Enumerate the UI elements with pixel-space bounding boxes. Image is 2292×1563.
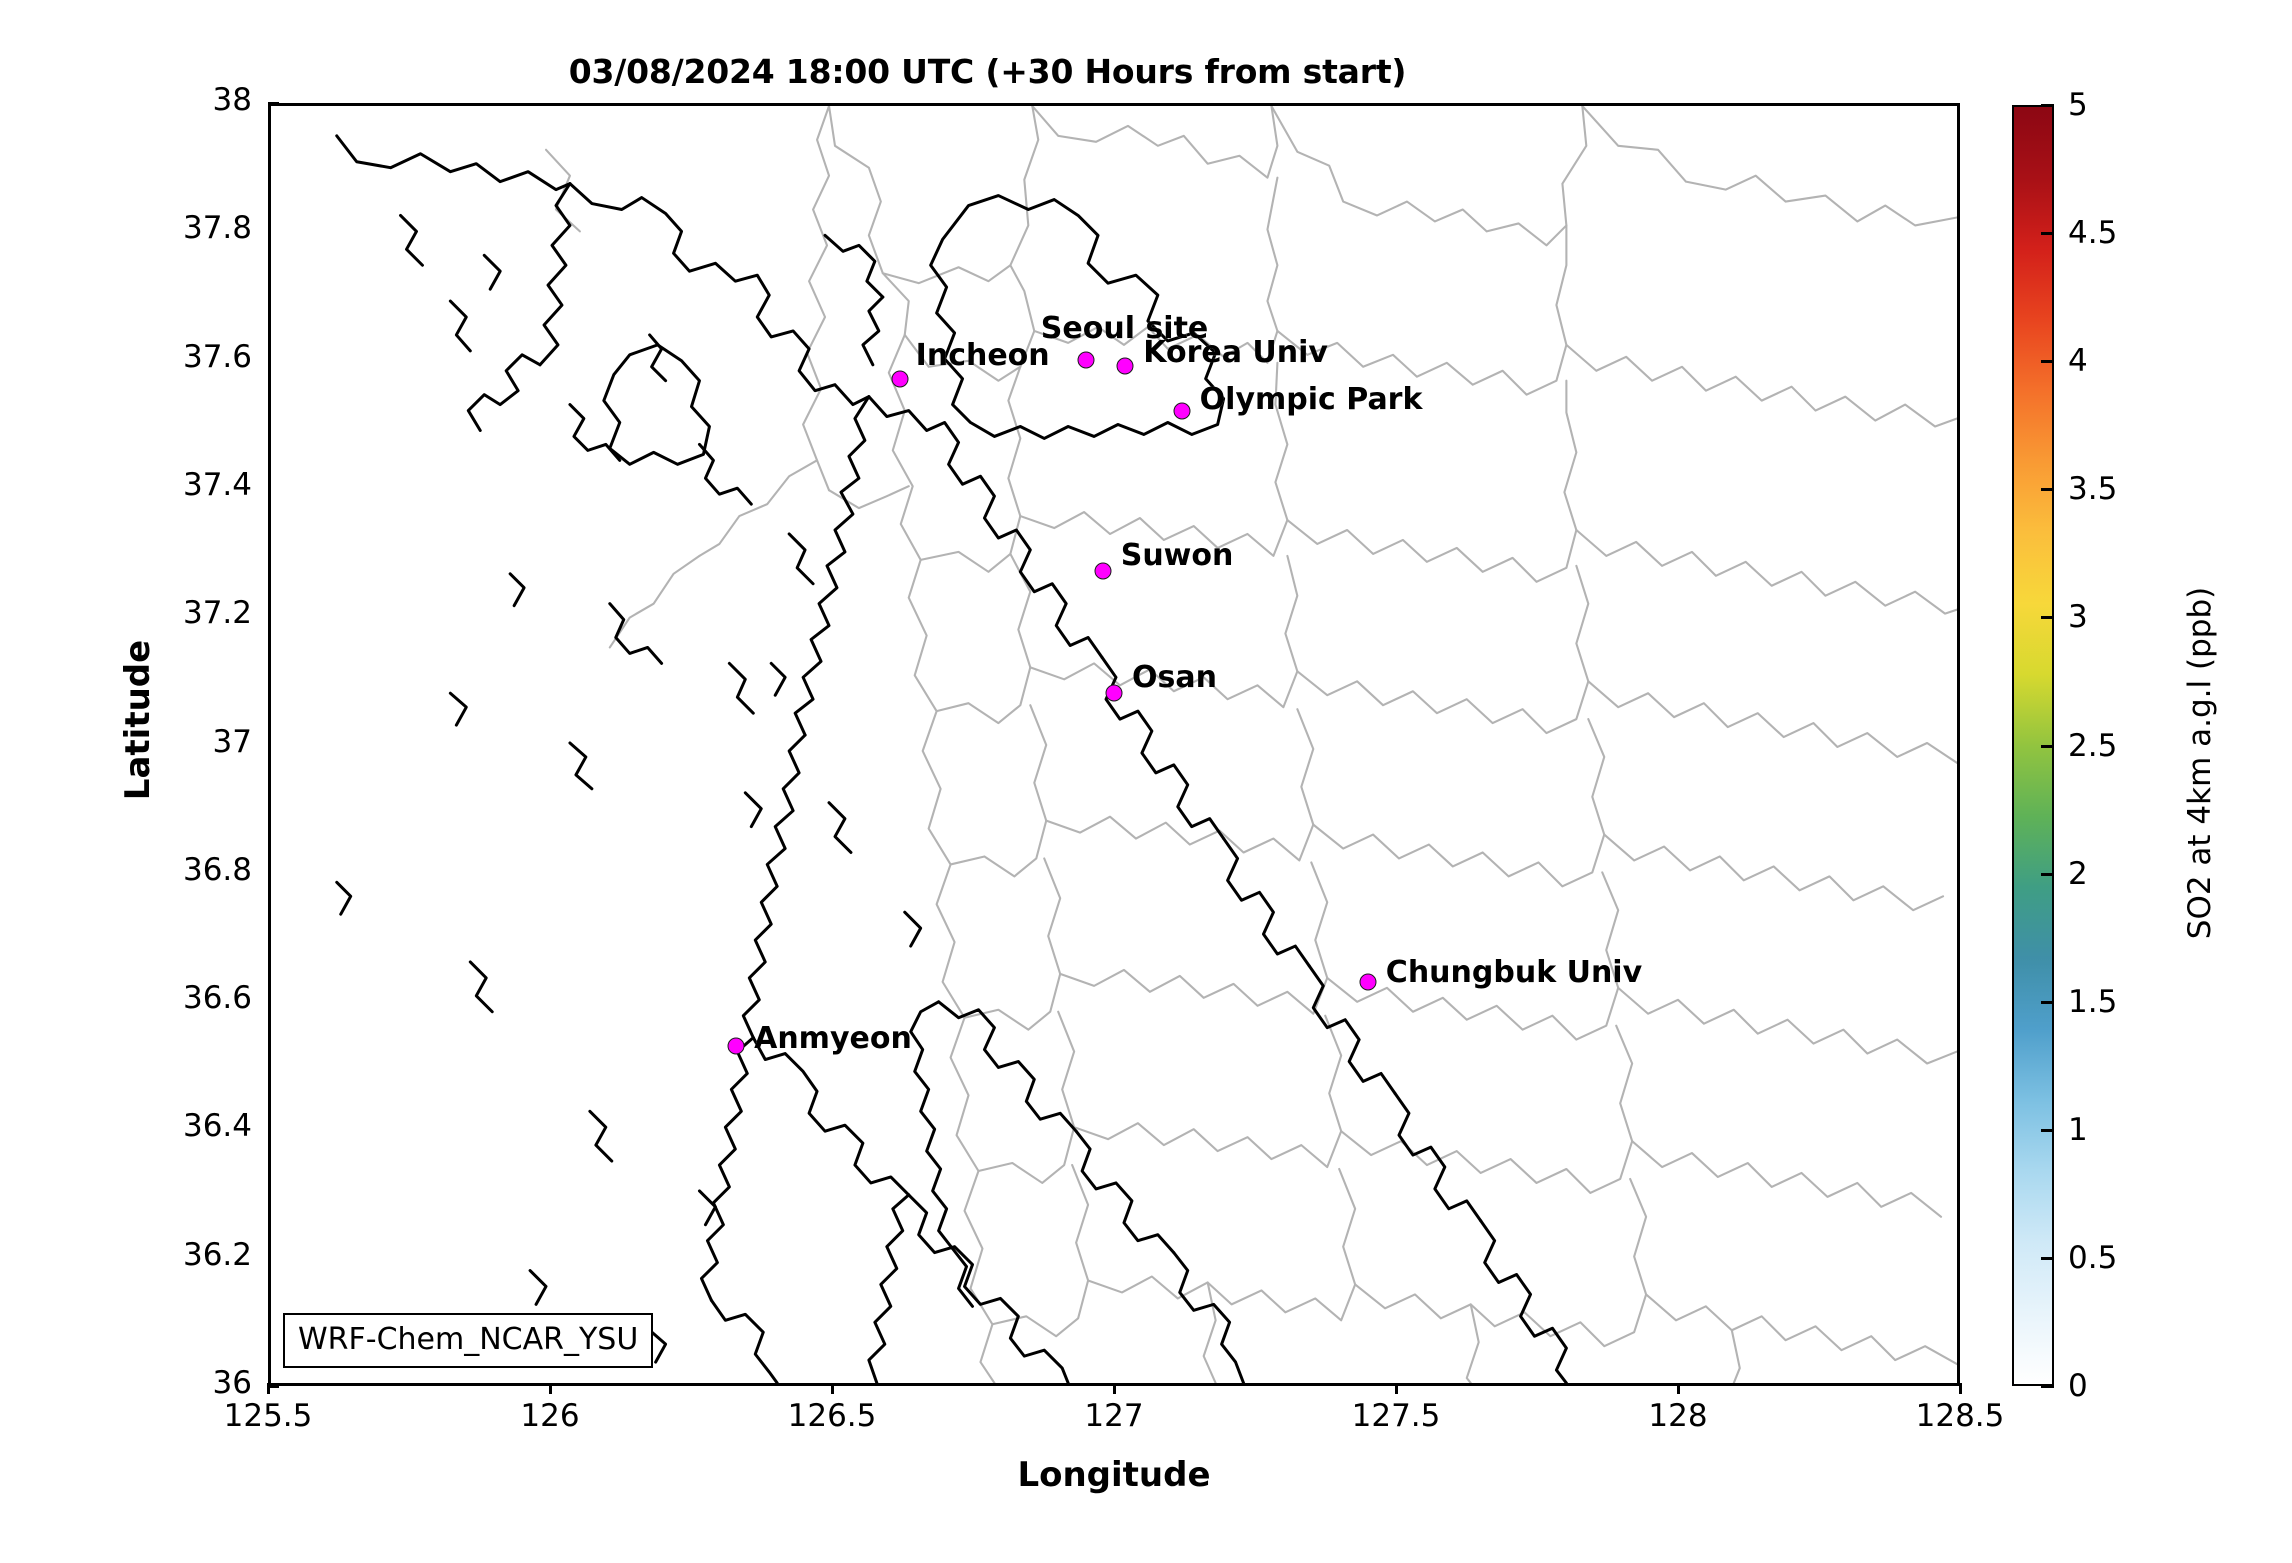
colorbar-tick-mark — [2041, 1256, 2054, 1260]
province-boundaries — [544, 106, 1957, 1383]
colorbar-tick-label: 4.5 — [2068, 215, 2118, 252]
site-label: Seoul site — [1040, 310, 1209, 346]
site-marker[interactable] — [1359, 973, 1377, 991]
x-axis-label: Longitude — [1017, 1455, 1211, 1495]
colorbar-tick-label: 4 — [2068, 343, 2088, 380]
y-tick-label: 37 — [212, 723, 252, 760]
coastline — [335, 134, 1568, 1383]
x-tick-label: 125.5 — [223, 1398, 313, 1434]
colorbar-tick-mark — [2041, 872, 2054, 876]
colorbar-tick-mark — [2041, 232, 2054, 236]
colorbar-tick-mark — [2041, 1385, 2054, 1388]
colorbar-tick-label: 2.5 — [2068, 727, 2118, 764]
x-tick-mark — [1677, 1383, 1680, 1394]
site-label: Suwon — [1120, 538, 1234, 574]
y-tick-label: 36.6 — [182, 980, 252, 1017]
site-marker[interactable] — [1173, 402, 1191, 420]
y-tick-label: 37.8 — [182, 210, 252, 247]
colorbar-tick-label: 2 — [2068, 855, 2088, 892]
site-label: Korea Univ — [1143, 335, 1328, 370]
x-tick-label: 126.5 — [787, 1398, 877, 1434]
y-tick-label: 38 — [212, 82, 252, 118]
y-tick-label: 36 — [212, 1365, 252, 1401]
colorbar-tick-label: 0.5 — [2068, 1239, 2118, 1276]
map-geometry — [335, 106, 1957, 1383]
colorbar-tick-mark — [2041, 360, 2054, 364]
site-label: Osan — [1132, 660, 1217, 696]
colorbar-tick-mark — [2041, 104, 2054, 107]
x-tick-mark — [1113, 1383, 1116, 1394]
y-tick-label: 36.8 — [182, 851, 252, 888]
site-label: Anmyeon — [754, 1021, 912, 1056]
colorbar-axis-label: SO2 at 4km a.g.l (ppb) — [2182, 586, 2218, 940]
y-tick-label: 36.2 — [182, 1236, 252, 1273]
site-marker[interactable] — [1094, 562, 1112, 580]
site-label: Incheon — [915, 337, 1050, 373]
x-tick-label: 127 — [1084, 1398, 1144, 1434]
x-tick-mark — [1959, 1383, 1962, 1394]
colorbar-tick-label: 3 — [2068, 599, 2088, 636]
site-marker[interactable] — [727, 1037, 745, 1055]
map-plot-area[interactable] — [268, 103, 1960, 1386]
colorbar-tick-label: 1.5 — [2068, 983, 2118, 1020]
y-tick-label: 37.6 — [182, 338, 252, 375]
y-tick-mark — [268, 1385, 279, 1388]
colorbar-tick-label: 0 — [2068, 1368, 2088, 1404]
model-annotation-box: WRF-Chem_NCAR_YSU — [283, 1313, 654, 1368]
site-marker[interactable] — [1116, 357, 1134, 375]
x-tick-mark — [267, 1383, 270, 1394]
site-marker[interactable] — [1105, 684, 1123, 702]
x-tick-label: 128 — [1648, 1398, 1708, 1434]
seoul-metro-boundary — [602, 194, 1226, 466]
colorbar-tick-mark — [2041, 1000, 2054, 1004]
site-marker[interactable] — [1077, 351, 1095, 369]
site-label: Olympic Park — [1199, 381, 1423, 417]
y-tick-label: 36.4 — [182, 1108, 252, 1145]
site-label: Chungbuk Univ — [1385, 954, 1643, 990]
y-tick-label: 37.4 — [182, 466, 252, 503]
site-marker[interactable] — [891, 370, 909, 388]
x-tick-mark — [549, 1383, 552, 1394]
x-tick-label: 126 — [520, 1398, 580, 1434]
x-tick-label: 128.5 — [1915, 1398, 2005, 1434]
y-tick-label: 37.2 — [182, 595, 252, 632]
page-title: 03/08/2024 18:00 UTC (+30 Hours from sta… — [568, 52, 1407, 91]
colorbar-tick-label: 1 — [2068, 1111, 2088, 1148]
x-tick-mark — [1395, 1383, 1398, 1394]
colorbar-tick-mark — [2041, 616, 2054, 620]
colorbar-tick-mark — [2041, 1128, 2054, 1132]
colorbar-tick-mark — [2041, 488, 2054, 492]
x-tick-label: 127.5 — [1351, 1398, 1441, 1434]
colorbar-tick-label: 5 — [2068, 87, 2088, 123]
colorbar-tick-mark — [2041, 744, 2054, 748]
x-tick-mark — [831, 1383, 834, 1394]
colorbar-tick-label: 3.5 — [2068, 471, 2118, 508]
